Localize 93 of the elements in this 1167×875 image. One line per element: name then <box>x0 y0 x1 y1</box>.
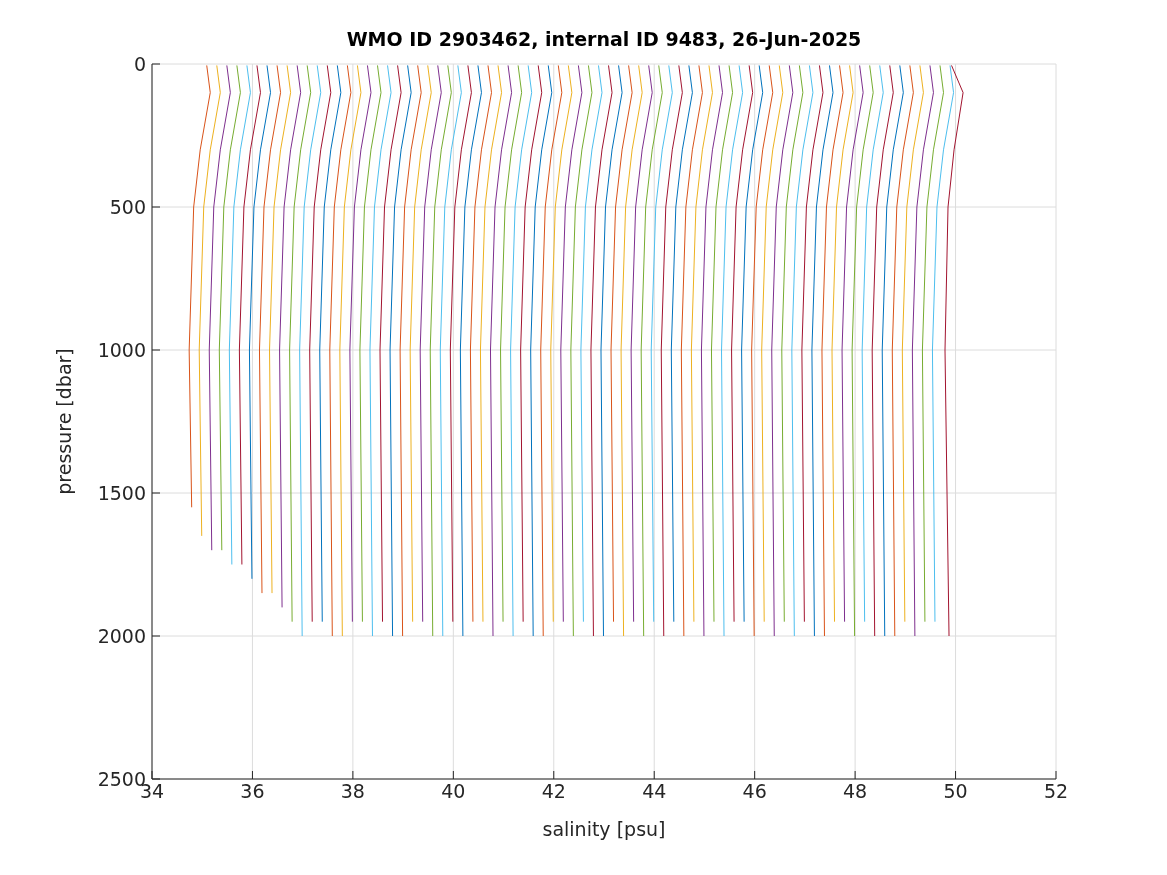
line-series <box>369 64 392 637</box>
line-series <box>188 64 211 508</box>
line-series <box>871 64 894 637</box>
line-series <box>841 64 864 623</box>
y-tick-label: 1500 <box>97 481 146 504</box>
x-tick-label: 36 <box>240 780 265 803</box>
line-series <box>721 64 744 637</box>
line-series <box>650 64 673 623</box>
line-series <box>590 64 613 637</box>
line-series <box>620 64 643 637</box>
line-series <box>530 64 553 637</box>
line-series <box>490 64 513 637</box>
line-series <box>630 64 653 623</box>
line-series <box>911 64 934 637</box>
line-series <box>570 64 593 637</box>
x-tick-label: 44 <box>642 780 667 803</box>
line-series <box>670 64 693 623</box>
y-tick-label: 0 <box>133 52 146 75</box>
line-series <box>208 64 231 551</box>
line-series <box>419 64 442 623</box>
line-series <box>248 64 272 580</box>
line-series <box>791 64 814 637</box>
x-tick-label: 48 <box>843 780 868 803</box>
line-series <box>228 64 251 565</box>
line-series <box>861 64 884 623</box>
line-series <box>550 64 573 623</box>
line-series <box>479 64 503 623</box>
line-series <box>851 64 874 637</box>
line-series <box>901 64 924 623</box>
line-series <box>560 64 583 623</box>
line-series <box>289 64 312 623</box>
line-series <box>520 64 543 623</box>
line-series <box>339 64 362 637</box>
line-series <box>801 64 824 623</box>
line-series <box>660 64 683 637</box>
line-series <box>238 64 261 565</box>
line-series <box>429 64 452 637</box>
x-tick-label: 40 <box>441 780 466 803</box>
x-tick-label: 38 <box>340 780 365 803</box>
line-series <box>640 64 663 637</box>
line-series <box>279 64 302 608</box>
y-axis-title: pressure [dbar] <box>52 348 75 495</box>
line-series <box>469 64 492 623</box>
y-tick-label: 2000 <box>97 624 146 647</box>
line-series <box>821 64 844 637</box>
x-axis-title: salinity [psu] <box>542 818 666 840</box>
line-series <box>449 64 472 623</box>
line-series <box>731 64 754 623</box>
line-series <box>761 64 784 623</box>
line-series <box>540 64 563 637</box>
line-series <box>379 64 402 623</box>
line-series <box>309 64 332 623</box>
line-series <box>218 64 241 551</box>
line-series <box>580 64 603 623</box>
y-tick-label: 1000 <box>97 338 146 361</box>
line-series <box>680 64 703 637</box>
line-series <box>891 64 914 637</box>
x-tick-label: 42 <box>541 780 566 803</box>
x-tick-label: 46 <box>742 780 767 803</box>
line-series <box>600 64 623 637</box>
line-series <box>439 64 462 637</box>
line-series <box>831 64 854 623</box>
line-series <box>944 64 964 637</box>
line-series <box>811 64 834 637</box>
line-series <box>741 64 764 623</box>
line-series <box>389 64 412 637</box>
line-series <box>409 64 432 623</box>
line-series <box>198 64 221 537</box>
line-series <box>459 64 482 637</box>
line-series <box>359 64 382 623</box>
line-series <box>349 64 372 623</box>
line-series <box>700 64 724 637</box>
line-series <box>500 64 523 623</box>
line-series <box>931 64 955 623</box>
line-series <box>751 64 774 637</box>
line-series <box>299 64 322 637</box>
line-series <box>771 64 794 637</box>
line-series <box>399 64 422 637</box>
line-series <box>269 64 292 594</box>
x-tick-label: 50 <box>943 780 968 803</box>
chart-title: WMO ID 2903462, internal ID 9483, 26-Jun-2025 <box>345 28 863 50</box>
line-series <box>690 64 713 623</box>
line-series <box>781 64 804 623</box>
x-tick-label: 52 <box>1043 780 1069 803</box>
line-series <box>258 64 282 594</box>
line-series <box>881 64 904 637</box>
line-series <box>921 64 944 623</box>
line-series <box>319 64 342 623</box>
line-series <box>510 64 533 637</box>
line-series <box>329 64 352 637</box>
y-tick-label: 500 <box>109 195 146 218</box>
line-series <box>610 64 633 623</box>
line-series <box>710 64 734 623</box>
